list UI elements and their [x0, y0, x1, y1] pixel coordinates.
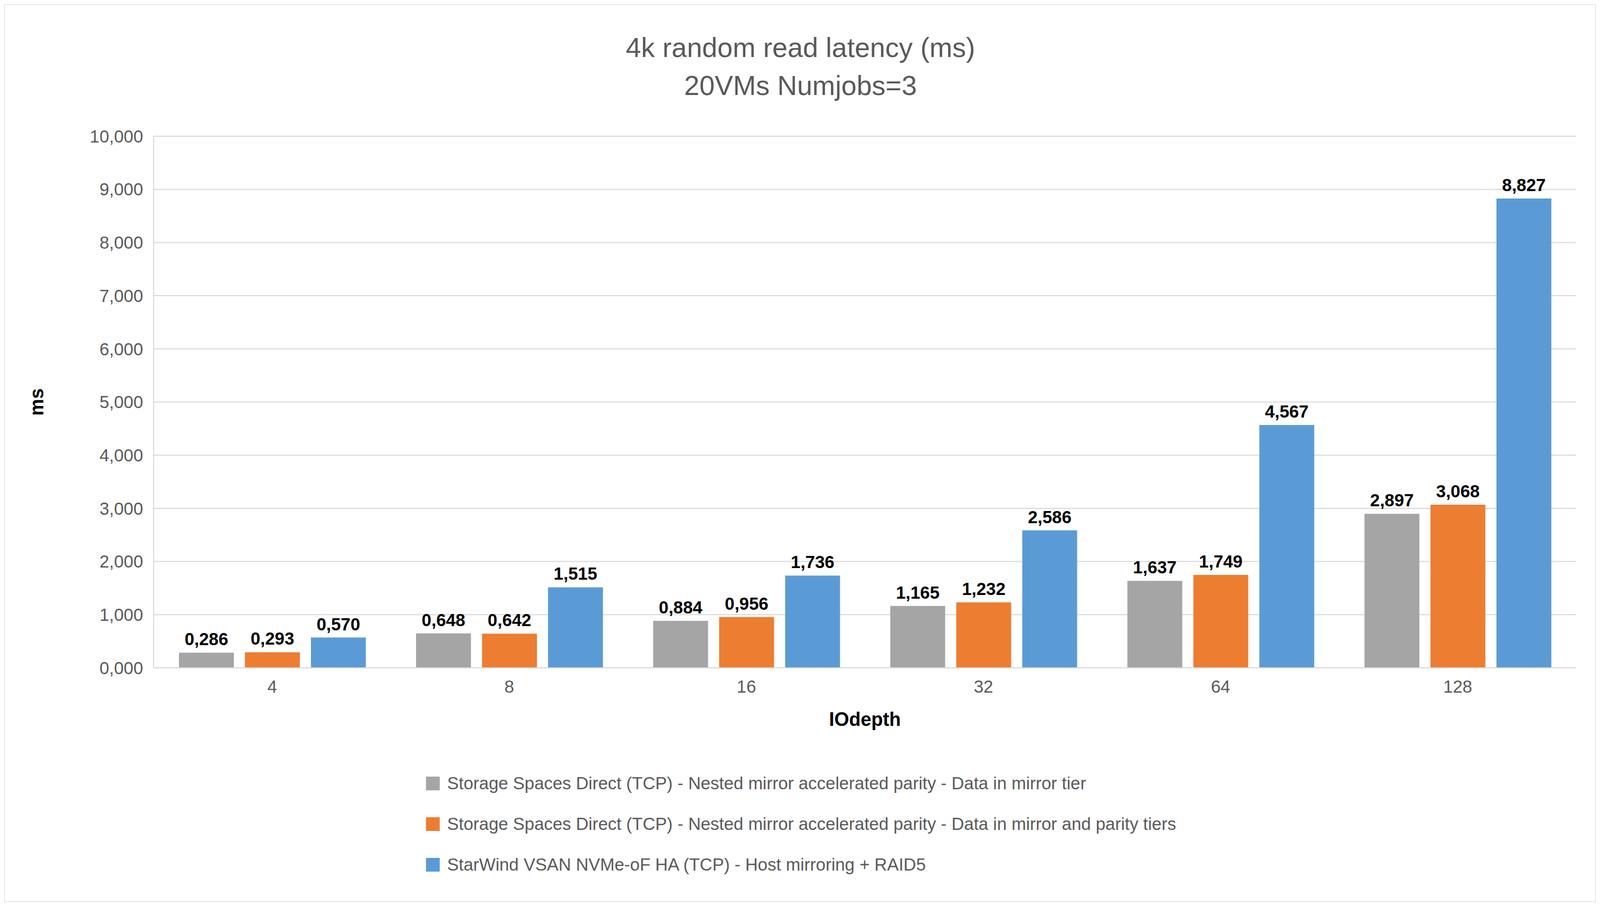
svg-text:1,637: 1,637 [1132, 557, 1177, 577]
svg-text:0,642: 0,642 [487, 610, 532, 630]
svg-text:16: 16 [736, 676, 757, 697]
svg-text:7,000: 7,000 [99, 286, 144, 306]
svg-text:0,956: 0,956 [724, 593, 769, 614]
html-text:20VMs Numjobs=3: 20VMs Numjobs=3 [684, 70, 917, 101]
svg-text:3,000: 3,000 [99, 498, 144, 519]
svg-text:IOdepth: IOdepth [829, 708, 902, 731]
svg-text:1,232: 1,232 [961, 579, 1006, 599]
svg-text:6,000: 6,000 [99, 339, 144, 359]
svg-text:10,000: 10,000 [89, 126, 144, 147]
svg-text:8: 8 [504, 676, 515, 697]
svg-text:1,749: 1,749 [1198, 551, 1243, 572]
svg-text:1,000: 1,000 [99, 604, 144, 625]
svg-text:8,000: 8,000 [99, 232, 144, 253]
svg-text:9,000: 9,000 [99, 179, 144, 200]
svg-text:0,884: 0,884 [658, 597, 703, 618]
svg-text:32: 32 [973, 676, 994, 697]
svg-text:3,068: 3,068 [1436, 481, 1481, 501]
svg-text:0,286: 0,286 [184, 629, 229, 649]
html-text:Storage Spaces Direct (TCP) -: Storage Spaces Direct (TCP) - Nested mir… [447, 773, 1087, 793]
svg-text:64: 64 [1210, 676, 1231, 697]
svg-text:128: 128 [1443, 676, 1473, 697]
svg-text:4,567: 4,567 [1264, 401, 1309, 422]
html-text:StarWind VSAN NVMe-oF HA (TCP): StarWind VSAN NVMe-oF HA (TCP) - Host mi… [447, 854, 926, 874]
svg-text:4,000: 4,000 [99, 445, 144, 466]
svg-text:ms: ms [25, 387, 48, 416]
svg-text:2,586: 2,586 [1027, 507, 1072, 527]
svg-text:1,736: 1,736 [790, 552, 835, 572]
svg-text:8,827: 8,827 [1502, 175, 1547, 195]
html-text:4k random read latency (ms): 4k random read latency (ms) [625, 32, 976, 63]
svg-text:0,293: 0,293 [250, 628, 295, 649]
html-text:Storage Spaces Direct (TCP) -: Storage Spaces Direct (TCP) - Nested mir… [447, 813, 1177, 834]
svg-text:1,165: 1,165 [895, 582, 940, 603]
svg-text:4: 4 [267, 676, 277, 697]
svg-text:2,897: 2,897 [1370, 490, 1415, 510]
svg-text:2,000: 2,000 [99, 551, 144, 572]
svg-text:0,648: 0,648 [421, 610, 466, 630]
svg-text:0,000: 0,000 [99, 658, 144, 678]
svg-text:1,515: 1,515 [553, 563, 598, 584]
svg-text:5,000: 5,000 [99, 392, 144, 412]
svg-text:0,570: 0,570 [316, 614, 361, 634]
